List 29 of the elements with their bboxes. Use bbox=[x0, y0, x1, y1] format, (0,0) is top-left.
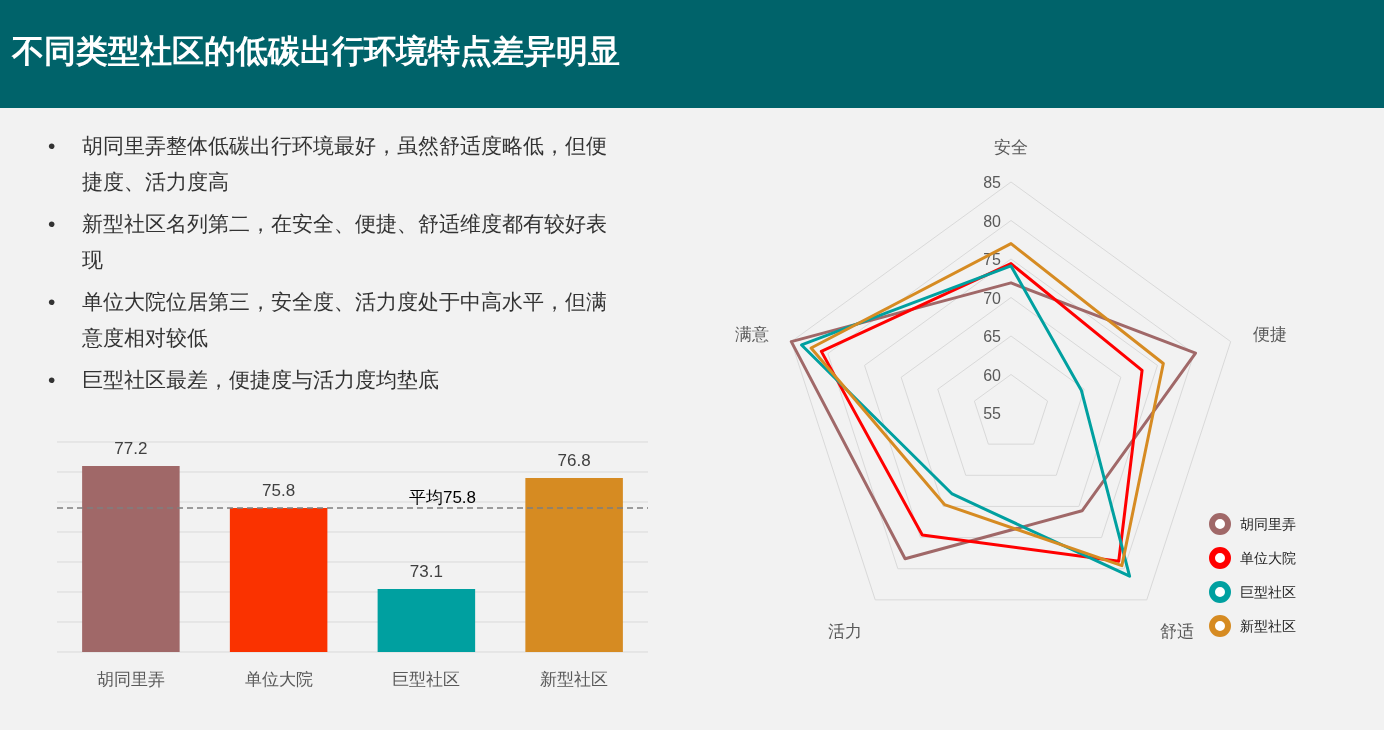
data-label: 77.2 bbox=[114, 439, 148, 458]
legend-label: 新型社区 bbox=[1240, 618, 1296, 634]
y-tick-label: 80 bbox=[983, 212, 1002, 230]
spoke-label: 安全 bbox=[994, 137, 1028, 157]
data-label: 76.8 bbox=[557, 451, 591, 470]
y-tick-label: 70 bbox=[983, 289, 1002, 307]
y-tick-label: 55 bbox=[983, 405, 1002, 422]
spoke-label: 舒适 bbox=[1160, 621, 1195, 641]
legend-label: 单位大院 bbox=[1240, 550, 1296, 566]
text: • 单位大院位居第三，安全度、活力度处于中高水平，但满意度相对较低 bbox=[48, 289, 608, 351]
legend-label: 胡同里弄 bbox=[1240, 516, 1296, 532]
ref-line-label: 平均75.8 bbox=[408, 488, 477, 507]
x-tick-label: 巨型社区 bbox=[392, 670, 461, 689]
legend-label: 巨型社区 bbox=[1240, 584, 1296, 600]
spoke-label: 便捷 bbox=[1252, 325, 1287, 345]
chart-title: 不同类型社区的低碳出行环境特点差异明显 bbox=[12, 32, 620, 71]
y-tick-label: 60 bbox=[983, 366, 1002, 384]
data-label: 73.1 bbox=[409, 562, 443, 581]
text: • 新型社区名列第二，在安全、便捷、舒适维度都有较好表现 bbox=[48, 211, 608, 273]
y-tick-label: 85 bbox=[983, 174, 1002, 191]
spoke-label: 满意 bbox=[735, 325, 770, 345]
data-label: 75.8 bbox=[262, 481, 296, 500]
spoke-label: 活力 bbox=[827, 621, 862, 641]
text: • 胡同里弄整体低碳出行环境最好，虽然舒适度略低，但便捷度、活力度高 bbox=[48, 133, 608, 195]
x-tick-label: 新型社区 bbox=[540, 670, 609, 689]
x-tick-label: 胡同里弄 bbox=[96, 670, 165, 689]
text: • 巨型社区最差，便捷度与活力度均垫底 bbox=[48, 367, 440, 393]
x-tick-label: 单位大院 bbox=[244, 670, 313, 689]
y-tick-label: 65 bbox=[983, 328, 1002, 345]
